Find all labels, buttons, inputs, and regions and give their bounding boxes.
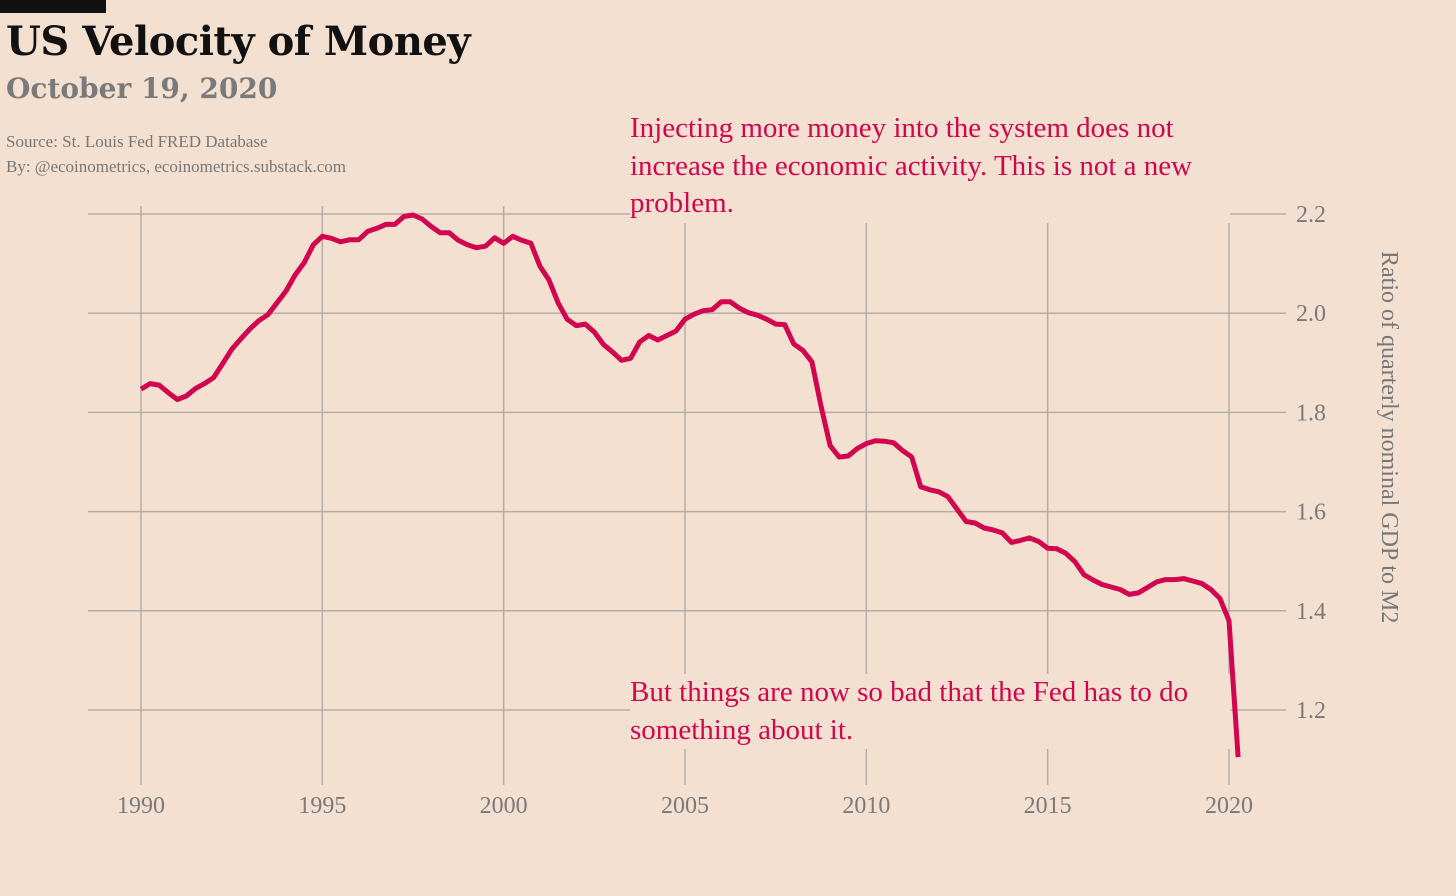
y-tick-label: 1.2 bbox=[1296, 698, 1326, 724]
annotation-top: Injecting more money into the system doe… bbox=[630, 110, 1230, 223]
x-tick-label: 2010 bbox=[842, 793, 890, 819]
byline: By: @ecoinometrics, ecoinometrics.substa… bbox=[6, 157, 346, 176]
y-tick-label: 2.0 bbox=[1296, 301, 1326, 327]
source-note: Source: St. Louis Fed FRED Database bbox=[6, 132, 268, 151]
annotation-bottom: But things are now so bad that the Fed h… bbox=[630, 674, 1230, 749]
x-tick-label: 1995 bbox=[298, 793, 346, 819]
y-axis-title: Ratio of quarterly nominal GDP to M2 bbox=[1376, 251, 1402, 623]
header-accent-bar bbox=[0, 0, 106, 13]
y-tick-label: 1.8 bbox=[1296, 400, 1326, 426]
y-tick-label: 1.6 bbox=[1296, 500, 1326, 526]
y-tick-label: 2.2 bbox=[1296, 202, 1326, 228]
series bbox=[139, 212, 1241, 758]
x-tick-label: 2015 bbox=[1024, 793, 1072, 819]
x-tick-label: 2020 bbox=[1205, 793, 1253, 819]
series-line-velocity bbox=[139, 212, 1241, 758]
chart-date: October 19, 2020 bbox=[6, 72, 278, 105]
x-tick-label: 2000 bbox=[480, 793, 528, 819]
axes: 1.2 1.4 1.6 1.8 2.0 2.2 1990 1995 2000 2005 2010 20… bbox=[117, 202, 1326, 819]
y-tick-label: 1.4 bbox=[1296, 599, 1326, 625]
x-tick-label: 1990 bbox=[117, 793, 165, 819]
chart-title: US Velocity of Money bbox=[6, 18, 471, 65]
x-tick-label: 2005 bbox=[661, 793, 709, 819]
